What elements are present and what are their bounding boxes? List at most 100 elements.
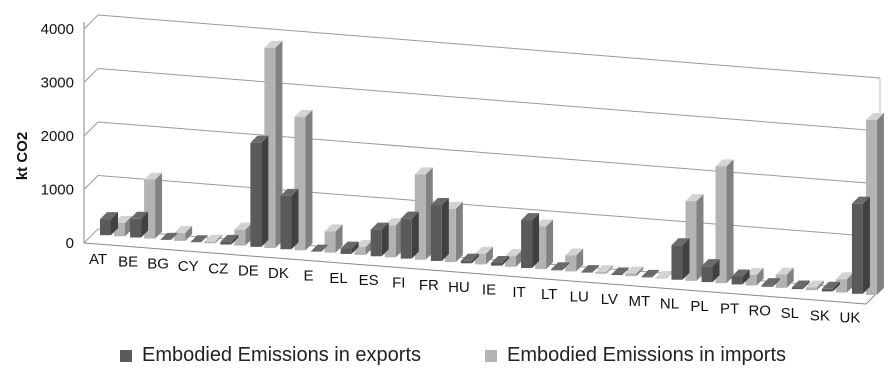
bar-exports-BG [160,232,179,240]
bar-imports-DK-top [294,109,313,117]
bar-exports-BE-front [130,218,142,238]
bar-imports-BE-top [144,172,163,180]
x-tick-label-HU: HU [448,279,470,296]
bar-imports-HU-front [474,253,486,265]
bar-imports-E [324,224,343,253]
bar-exports-PT [731,269,750,285]
bar-imports-CZ [234,222,253,246]
bar-imports-FR-top [444,201,463,209]
bar-imports-MT-top [655,270,674,278]
x-tick-label-MT: MT [629,293,651,310]
bar-exports-PL-front [701,266,713,283]
bar-exports-RO-side [772,278,780,287]
bar-exports-LT-front [551,269,563,271]
gridline-side [83,121,99,137]
bar-imports-BE-side [155,172,163,239]
x-tick-label-LV: LV [601,291,618,308]
bar-exports-E [310,244,329,252]
bar-imports-PL-front [715,166,727,284]
bar-exports-AT-top [100,212,118,220]
x-tick-label-FI: FI [392,274,405,291]
bar-imports-FR [444,201,463,263]
x-tick-label-FR: FR [419,277,439,294]
bar-exports-SL-front [791,287,803,290]
bar-imports-BG-front [174,232,186,241]
bar-imports-DE-front [264,47,276,248]
bar-exports-DK-front [280,195,292,250]
bar-exports-IT-side [532,213,540,269]
bar-imports-DE-top [264,40,283,48]
bar-imports-E-side [335,224,343,253]
bar-imports-AT-top [114,215,132,223]
bar-exports-AT-front [100,219,111,236]
bar-exports-ES-front [370,229,382,257]
bar-imports-MT-front [655,277,667,279]
bar-imports-SK-top [835,272,854,280]
bar-exports-CY-top [190,235,209,243]
bar-imports-DK-front [294,116,306,251]
bar-exports-SL [791,280,810,290]
bar-imports-LT-side [576,248,584,272]
bar-exports-E-top [310,244,329,252]
bar-exports-NL-side [682,238,690,280]
legend-label-imports: Embodied Emissions in imports [507,344,786,366]
gridline-side [83,14,99,30]
x-tick-label-NL: NL [660,296,679,313]
bar-imports-CY [204,234,223,244]
bar-exports-IE [491,255,509,266]
bar-imports-NL-side [696,194,704,281]
y-tick-label: 3000 [41,75,74,92]
bar-imports-PL-side [726,159,734,284]
bar-exports-HU [460,253,479,264]
bar-imports-HU-side [485,246,493,265]
bar-exports-FI-top [400,211,419,219]
bar-exports-UK-top [851,196,870,204]
bar-exports-PL-top [701,259,720,267]
bar-exports-UK-side [862,196,870,294]
bar-exports-BE [130,211,149,238]
bar-exports-ES-side [381,222,389,257]
bar-exports-NL-top [671,238,690,246]
x-tick-label-ES: ES [359,272,379,289]
bar-imports-RO [775,267,794,288]
bar-exports-PL [701,259,720,283]
bar-imports-UK-side [876,112,884,295]
x-axis-ticks: AT BE BG CY CZ DE DK E EL ES FI FR HU IE IT LT LU LV MT NL P… [89,251,860,327]
bar-imports-CY-front [204,241,216,244]
gridline-side [83,175,99,190]
bar-exports-MT [641,269,660,278]
legend-label-exports: Embodied Emissions in exports [142,344,422,366]
bar-exports-BE-top [130,211,149,219]
bar-exports-CZ-front [220,241,232,245]
bar-exports-MT-side [652,269,660,278]
x-tick-label-PT: PT [720,300,739,317]
y-tick-label: 2000 [41,128,74,145]
bar-imports-DK [294,109,313,251]
gridline-side [83,68,99,83]
bar-exports-CY [190,235,209,243]
bar-exports-RO-top [761,278,780,286]
gridline-side [83,228,99,244]
bar-imports-FI-front [414,174,426,260]
bar-exports-FR [430,198,449,261]
bar-exports-LT-side [562,262,570,271]
bar-exports-FI-side [411,211,419,259]
legend: Embodied Emissions in exports Embodied E… [0,344,890,374]
bar-imports-PL [715,159,734,284]
bar-exports-FI [400,211,419,259]
legend-swatch-exports [120,349,132,362]
bar-imports-IT-front [535,226,547,270]
bar-exports-LU-top [581,265,600,273]
bar-imports-LT-top [565,248,584,256]
bar-imports-UK-front [865,119,877,295]
x-tick-label-IE: IE [482,282,496,299]
bar-exports-DE [250,135,269,247]
bar-exports-LV [611,267,630,276]
bar-imports-SL-top [805,280,824,288]
bar-exports-IE-side [502,255,509,266]
bar-exports-CZ-side [231,234,239,245]
bar-imports-RO-top [775,267,794,275]
x-tick-label-DE: DE [238,263,259,280]
x-tick-label-BE: BE [118,253,138,270]
bar-imports-NL-top [685,194,704,202]
